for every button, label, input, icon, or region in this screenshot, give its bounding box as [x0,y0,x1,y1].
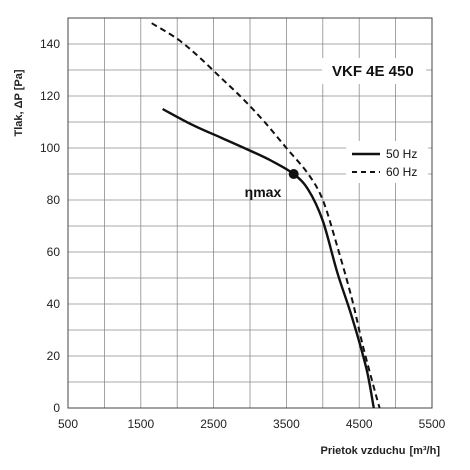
x-tick-label: 500 [58,417,78,431]
x-tick-label: 4500 [346,417,373,431]
x-tick-label: 3500 [273,417,300,431]
eta-max-point [288,169,299,179]
y-tick-label: 0 [53,401,60,415]
x-axis-ticks: 500 1500 2500 3500 4500 5500 [58,417,446,431]
title-box [322,58,426,84]
x-tick-label: 1500 [127,417,154,431]
eta-max-label: ηmax [245,184,282,200]
x-axis-title-unit: [m³/h] [409,445,440,457]
series-line-50hz [162,107,375,409]
x-axis-title-text: Prietok vzduchu [320,445,405,457]
plot-frame [67,17,433,409]
y-tick-label: 100 [40,141,60,155]
y-tick-label: 140 [40,37,60,51]
y-tick-label: 40 [47,297,61,311]
y-tick-label: 20 [47,349,61,363]
x-tick-label: 5500 [419,417,446,431]
legend-label-60hz: 60 Hz [386,165,417,179]
y-tick-label: 120 [40,89,60,103]
y-tick-label: 80 [47,193,61,207]
x-axis-title: Prietok vzduchu [m³/h] [320,445,440,457]
chart-title: VKF 4E 450 [332,63,414,80]
y-axis-ticks: 0 20 40 60 80 100 120 140 [40,37,60,415]
x-tick-label: 2500 [200,417,227,431]
legend-label-50hz: 50 Hz [386,147,417,161]
y-tick-label: 60 [47,245,61,259]
y-axis-title: Tlak, ΔP [Pa] [13,69,25,136]
legend-box [346,141,428,183]
series-lines [151,22,381,409]
series-line-60hz [151,22,381,409]
